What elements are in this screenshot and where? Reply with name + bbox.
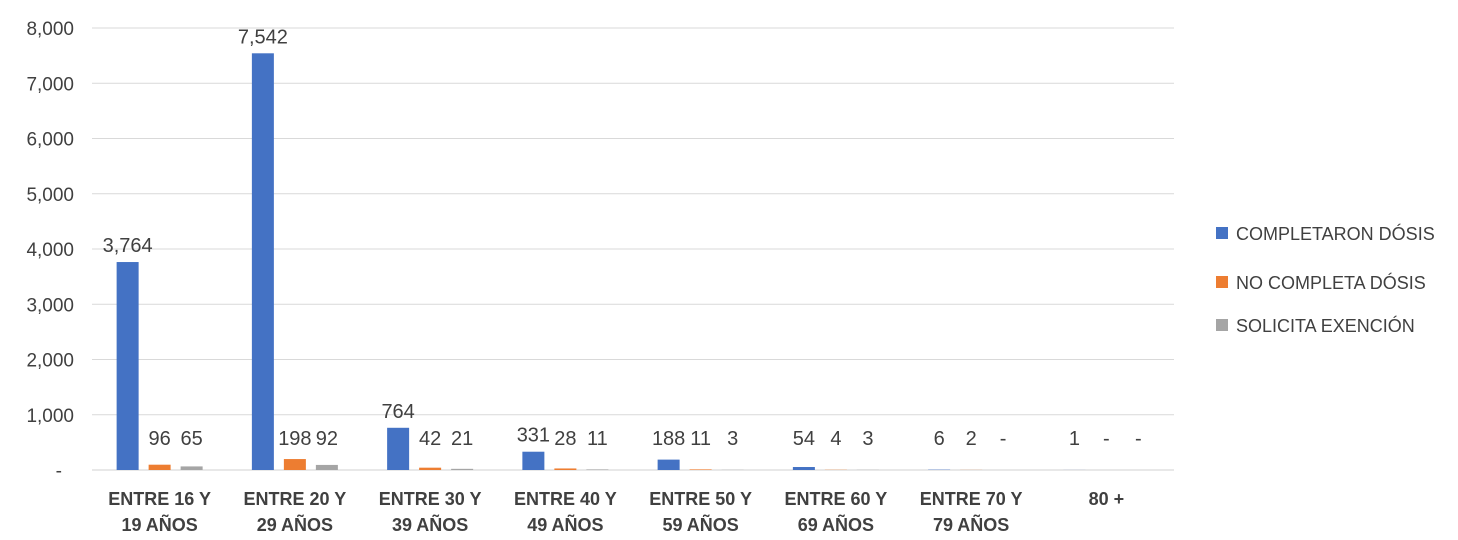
bar	[554, 468, 577, 470]
data-label: 6	[934, 428, 945, 450]
bar	[315, 464, 338, 470]
data-label: 21	[451, 428, 473, 450]
data-label: 54	[793, 428, 815, 450]
bar	[419, 467, 442, 470]
y-tick-label: 4,000	[26, 240, 74, 261]
bars	[116, 53, 1086, 470]
x-tick-label: ENTRE 30 Y 39 AÑOS	[379, 489, 482, 535]
x-tick-label: ENTRE 60 Y 69 AÑOS	[785, 489, 888, 535]
data-label: 28	[554, 428, 576, 450]
data-label: -	[1135, 428, 1142, 450]
legend-swatch	[1216, 227, 1228, 239]
bar	[251, 53, 274, 470]
data-label: 11	[587, 428, 608, 450]
bar	[283, 459, 306, 470]
data-label: 3,764	[103, 235, 153, 257]
x-tick-label: ENTRE 40 Y 49 AÑOS	[514, 489, 617, 535]
data-label: -	[1000, 428, 1007, 450]
x-tick-label: ENTRE 70 Y 79 AÑOS	[920, 489, 1023, 535]
y-tick-label: 5,000	[26, 185, 74, 206]
data-label: 7,542	[238, 26, 288, 48]
data-label: -	[1103, 428, 1110, 450]
legend: COMPLETARON DÓSIS NO COMPLETA DÓSIS SOLICI…	[1216, 223, 1435, 336]
legend-label: SOLICITA EXENCIÓN	[1236, 315, 1415, 336]
data-label: 92	[316, 428, 338, 450]
y-tick-label: 8,000	[26, 19, 74, 40]
data-label: 4	[830, 428, 841, 450]
data-label: 11	[690, 428, 711, 450]
data-label: 1	[1069, 428, 1080, 450]
bar	[387, 427, 410, 470]
data-label: 65	[181, 428, 203, 450]
y-tick-label: 7,000	[26, 74, 74, 95]
data-label: 2	[966, 428, 977, 450]
bar	[586, 469, 609, 470]
data-label: 198	[278, 428, 311, 450]
bar	[451, 468, 474, 470]
bar	[522, 451, 545, 470]
bar	[792, 467, 815, 470]
y-tick-label: 3,000	[26, 295, 74, 316]
x-tick-label: 80 +	[1089, 489, 1125, 509]
y-tick-label: 2,000	[26, 351, 74, 372]
bar	[689, 469, 712, 470]
legend-swatch	[1216, 319, 1228, 331]
data-label: 42	[419, 428, 441, 450]
x-axis-labels: ENTRE 16 Y 19 AÑOS ENTRE 20 Y 29 AÑOS ENTRE …	[108, 489, 1124, 535]
y-tick-label: -	[56, 461, 62, 482]
bar	[116, 262, 139, 470]
x-tick-label: ENTRE 16 Y 19 AÑOS	[108, 489, 211, 535]
data-label: 3	[862, 428, 873, 450]
data-label: 764	[381, 401, 414, 423]
bar	[657, 459, 680, 470]
data-label: 3	[727, 428, 738, 450]
x-tick-label: ENTRE 50 Y 59 AÑOS	[649, 489, 752, 535]
legend-label: NO COMPLETA DÓSIS	[1236, 272, 1426, 293]
legend-label: COMPLETARON DÓSIS	[1236, 223, 1435, 244]
y-tick-label: 1,000	[26, 406, 74, 427]
x-tick-label: ENTRE 20 Y 29 AÑOS	[244, 489, 347, 535]
y-axis-ticks: - 1,000 2,000 3,000 4,000 5,000 6,000 7,000 8,00…	[26, 19, 74, 482]
bar	[148, 464, 171, 470]
legend-swatch	[1216, 276, 1228, 288]
data-label: 188	[652, 428, 685, 450]
data-label: 96	[149, 428, 171, 450]
data-label: 331	[517, 425, 550, 447]
y-tick-label: 6,000	[26, 130, 74, 151]
bar	[180, 466, 203, 470]
